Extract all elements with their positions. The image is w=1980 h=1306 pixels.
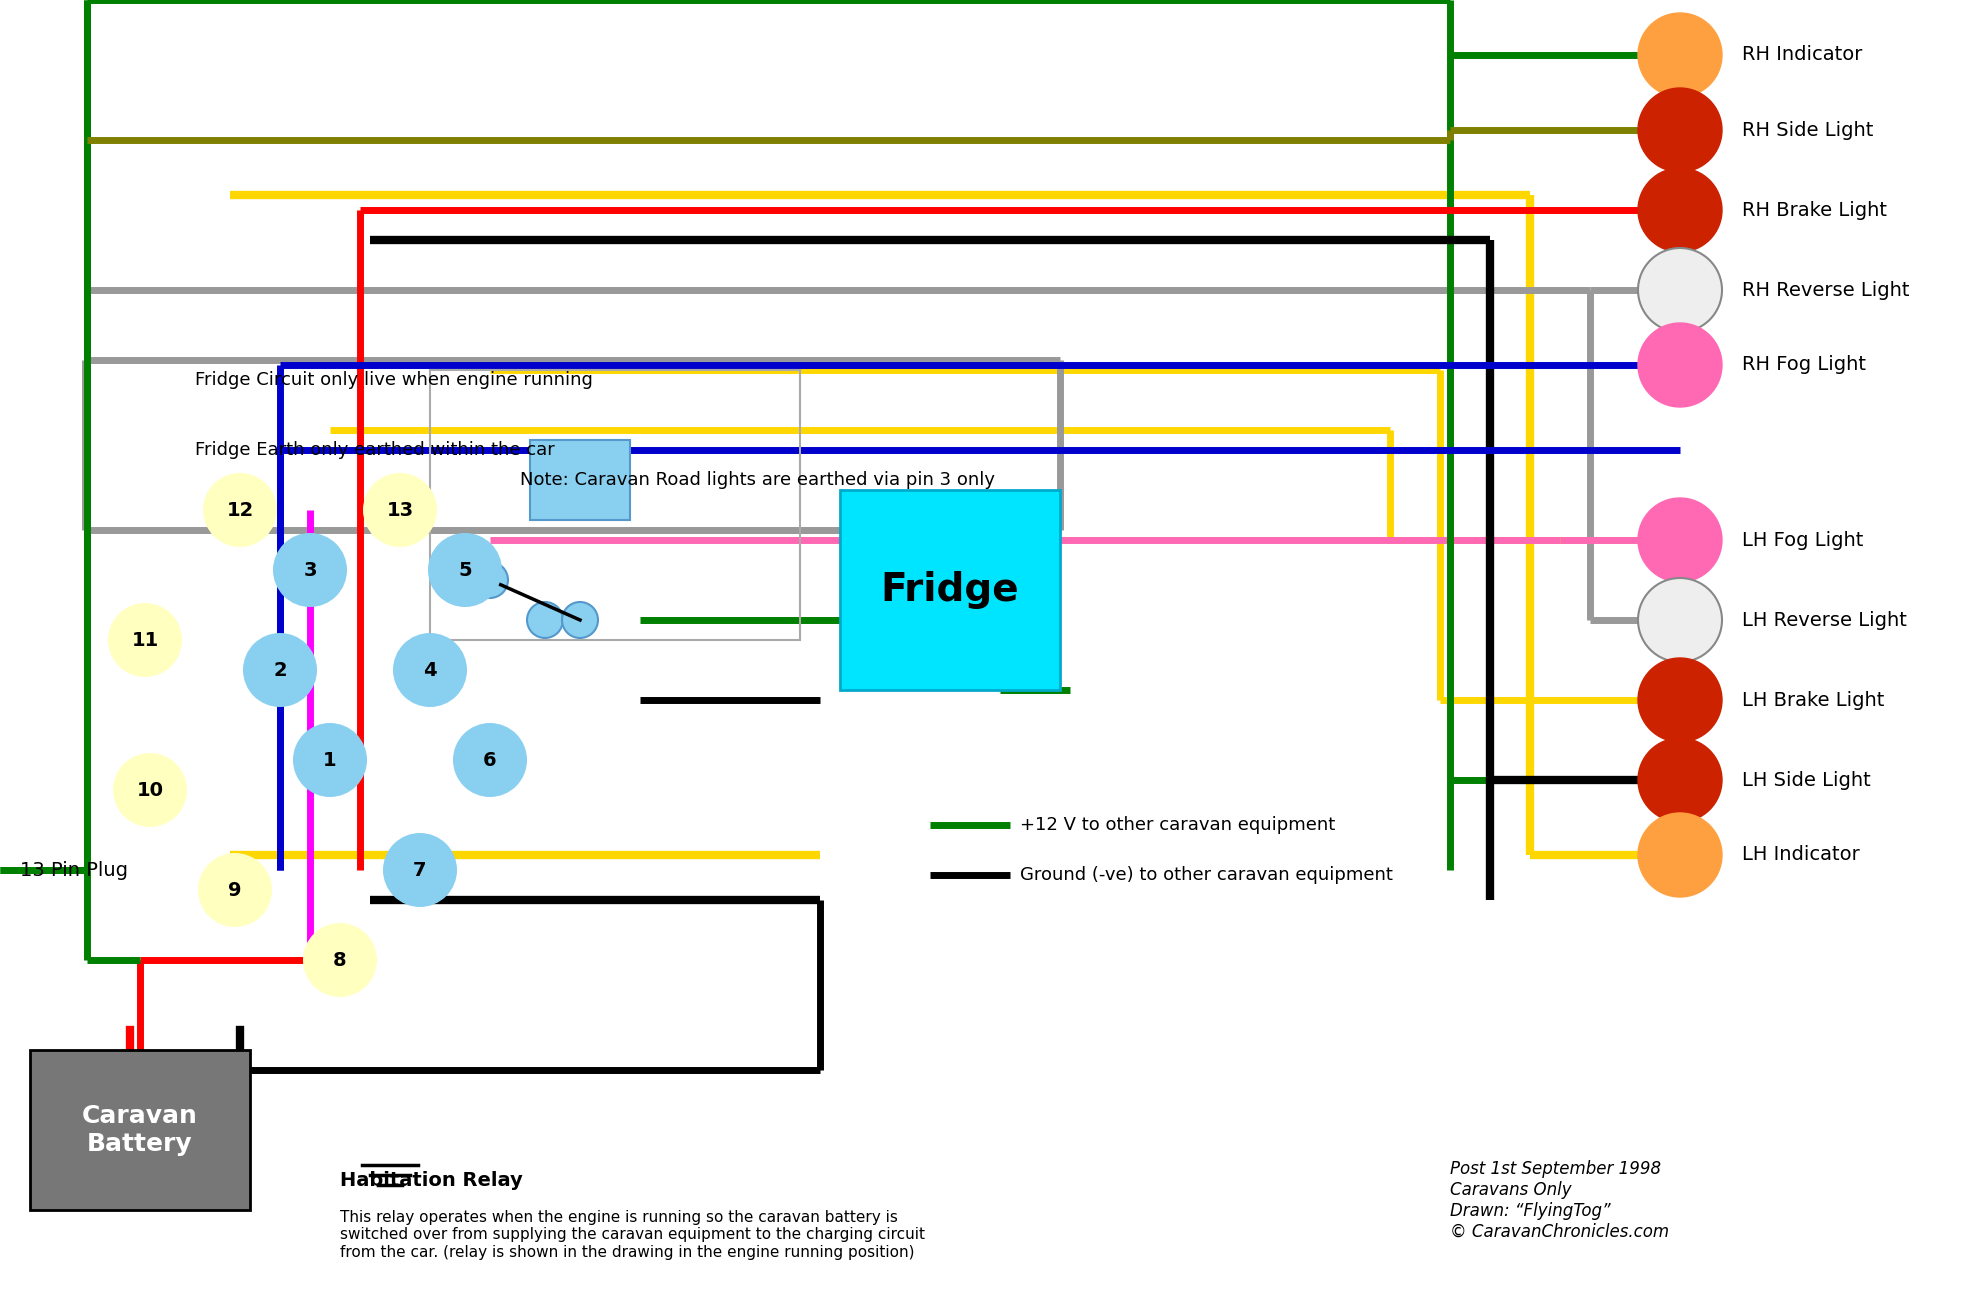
Circle shape [113,754,186,827]
Text: 4: 4 [424,661,438,679]
Text: Habitation Relay: Habitation Relay [341,1170,523,1190]
Circle shape [1637,168,1723,252]
Text: Fridge: Fridge [881,571,1020,609]
Text: LH Fog Light: LH Fog Light [1742,530,1863,550]
Text: 7: 7 [414,861,428,879]
Circle shape [1637,579,1723,662]
Text: This relay operates when the engine is running so the caravan battery is
switche: This relay operates when the engine is r… [341,1209,925,1260]
Text: LH Indicator: LH Indicator [1742,845,1859,865]
Circle shape [562,602,598,639]
Text: RH Brake Light: RH Brake Light [1742,201,1887,219]
Text: RH Indicator: RH Indicator [1742,46,1863,64]
Circle shape [244,633,317,707]
Circle shape [198,853,271,927]
Text: RH Side Light: RH Side Light [1742,120,1873,140]
Circle shape [273,533,346,607]
Text: 6: 6 [483,751,497,769]
Text: 5: 5 [457,560,471,580]
Bar [531,440,630,520]
Circle shape [1637,88,1723,172]
Circle shape [527,602,562,639]
Text: +12 V to other caravan equipment: +12 V to other caravan equipment [1020,816,1335,835]
Text: 9: 9 [228,880,242,900]
Circle shape [1637,248,1723,332]
Circle shape [471,562,509,598]
Text: 8: 8 [333,951,346,969]
Circle shape [382,833,457,906]
Text: 1: 1 [323,751,337,769]
Circle shape [1637,323,1723,407]
Text: 11: 11 [131,631,158,649]
Text: RH Fog Light: RH Fog Light [1742,355,1865,375]
Text: Caravan
Battery: Caravan Battery [81,1104,198,1156]
Circle shape [293,724,366,797]
Text: 2: 2 [273,661,287,679]
Text: 3: 3 [303,560,317,580]
Bar [430,370,800,640]
Circle shape [428,533,503,607]
Text: Ground (-ve) to other caravan equipment: Ground (-ve) to other caravan equipment [1020,866,1392,884]
Text: Fridge Circuit only live when engine running: Fridge Circuit only live when engine run… [194,371,592,389]
Text: 13: 13 [386,500,414,520]
Circle shape [204,473,277,547]
Text: LH Brake Light: LH Brake Light [1742,691,1885,709]
Circle shape [392,633,467,707]
Circle shape [1637,13,1723,97]
Text: LH Reverse Light: LH Reverse Light [1742,610,1907,629]
Bar [840,490,1059,690]
Text: 10: 10 [137,781,164,799]
Text: Note: Caravan Road lights are earthed via pin 3 only: Note: Caravan Road lights are earthed vi… [521,471,996,488]
Text: Fridge Earth only earthed within the car: Fridge Earth only earthed within the car [194,441,554,458]
Text: Post 1st September 1998
Caravans Only
Drawn: “FlyingTog”
© CaravanChronicles.com: Post 1st September 1998 Caravans Only Dr… [1449,1160,1669,1241]
Text: LH Side Light: LH Side Light [1742,771,1871,790]
Circle shape [109,603,182,677]
Circle shape [1637,658,1723,742]
Circle shape [303,923,376,996]
Text: 13 Pin Plug: 13 Pin Plug [20,861,129,879]
Circle shape [362,473,438,547]
Bar [30,1050,249,1209]
Circle shape [1637,498,1723,582]
Text: 12: 12 [226,500,253,520]
Circle shape [1637,738,1723,821]
Text: RH Reverse Light: RH Reverse Light [1742,281,1909,299]
Circle shape [1637,814,1723,897]
Circle shape [453,724,527,797]
